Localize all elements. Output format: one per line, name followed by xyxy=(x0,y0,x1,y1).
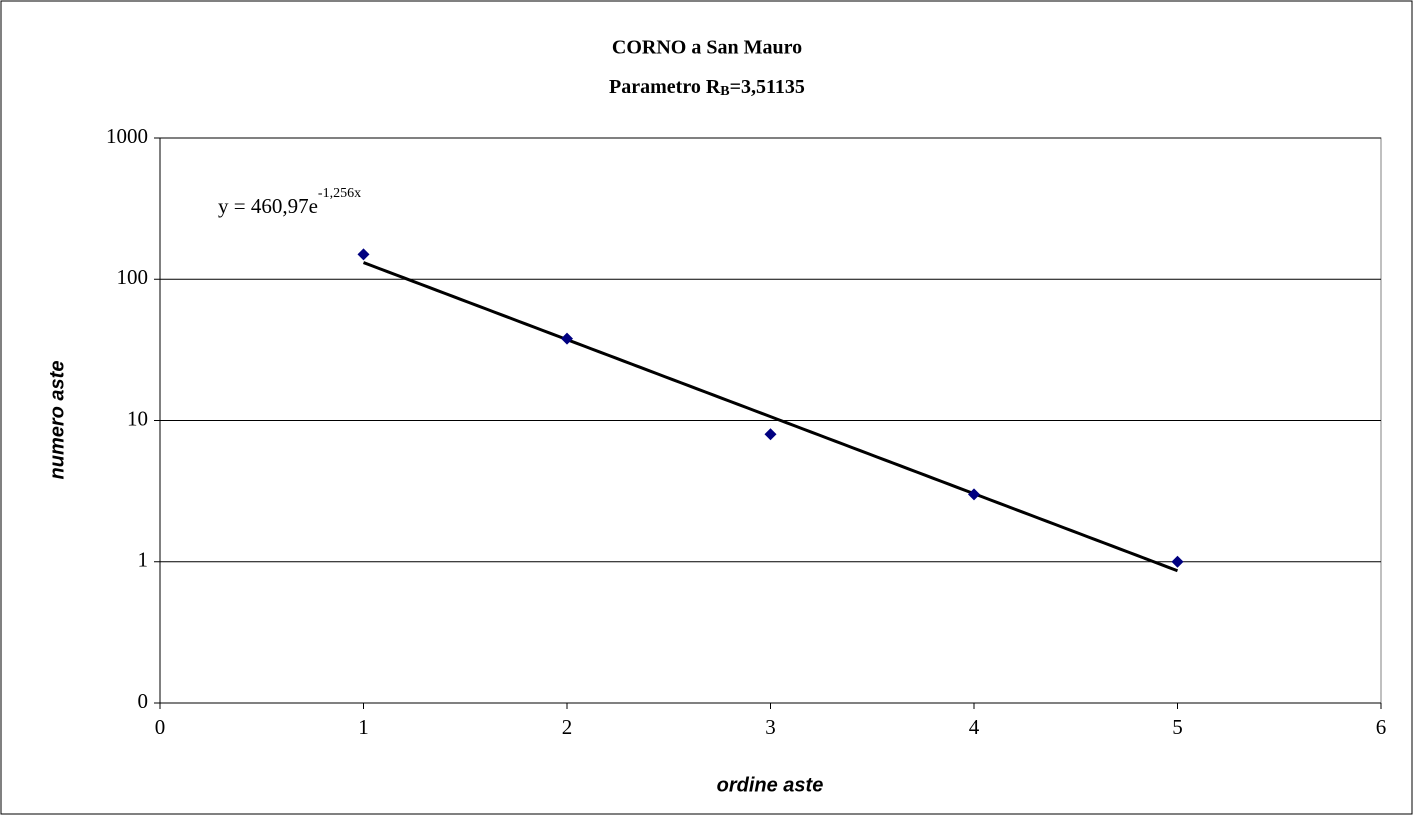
chart-title: CORNO a San Mauro xyxy=(612,37,802,59)
subtitle-subscript: B xyxy=(720,84,729,99)
y-tick-label: 1000 xyxy=(106,124,148,148)
y-tick-label: 10 xyxy=(127,406,148,430)
data-point xyxy=(1171,555,1184,568)
y-tick-label: 100 xyxy=(117,265,149,289)
data-point xyxy=(968,488,980,501)
y-tick-label: 0 xyxy=(138,689,149,713)
x-tick-label: 0 xyxy=(155,715,166,739)
x-tick-label: 5 xyxy=(1172,715,1183,739)
y-tick-label: 1 xyxy=(138,548,149,572)
equation-text: y = 460,97e xyxy=(218,194,318,218)
trendline-equation: y = 460,97e-1,256x xyxy=(218,186,361,218)
data-point xyxy=(561,332,573,345)
chart-subtitle: Parametro RB=3,51135 xyxy=(609,76,805,100)
x-tick-label: 2 xyxy=(562,715,573,739)
x-axis-title: ordine aste xyxy=(717,774,824,796)
x-tick-label: 6 xyxy=(1376,715,1387,739)
data-point xyxy=(764,428,777,441)
x-tick-label: 1 xyxy=(358,715,369,739)
trendline xyxy=(362,261,1179,573)
data-point xyxy=(357,248,370,261)
subtitle-text: Parametro R xyxy=(609,76,721,98)
subtitle-suffix: =3,51135 xyxy=(730,76,805,98)
equation-exponent: -1,256x xyxy=(318,186,361,201)
y-axis-title: numero aste xyxy=(46,361,68,480)
x-tick-label: 4 xyxy=(969,715,980,739)
x-tick-label: 3 xyxy=(765,715,776,739)
